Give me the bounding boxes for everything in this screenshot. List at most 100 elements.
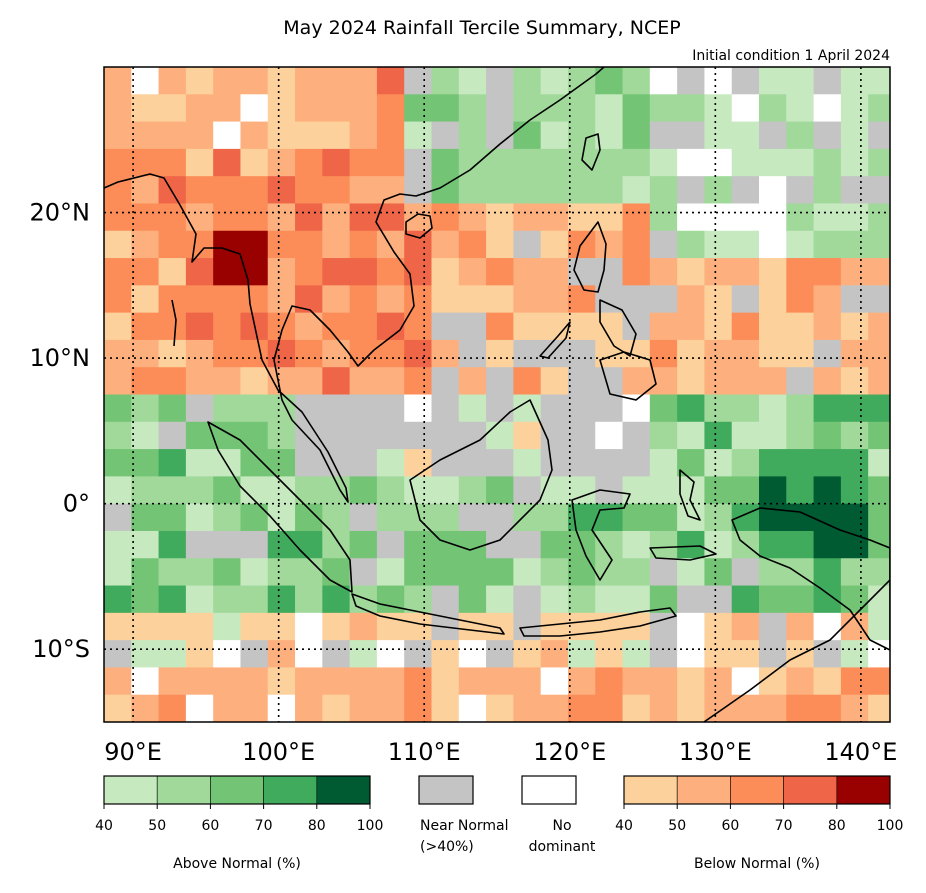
grid-cell	[376, 285, 405, 314]
grid-cell	[431, 121, 460, 150]
grid-cell	[786, 230, 815, 259]
grid-cell	[704, 640, 733, 669]
grid-cell	[185, 339, 214, 368]
grid-cell	[213, 694, 242, 722]
grid-cell	[731, 476, 760, 505]
grid-cell	[267, 530, 296, 559]
colorbar-tick-label: 80	[308, 818, 326, 834]
grid-cell	[240, 285, 269, 314]
grid-cell	[595, 148, 624, 177]
grid-cell	[185, 503, 214, 532]
grid-cell	[404, 530, 433, 559]
grid-cell	[622, 503, 651, 532]
grid-cell	[404, 449, 433, 477]
grid-cell	[513, 67, 542, 95]
grid-cell	[158, 612, 187, 641]
grid-cell	[404, 285, 433, 314]
grid-cell	[240, 367, 269, 396]
grid-cell	[376, 148, 405, 177]
grid-cell	[295, 67, 323, 95]
grid-cell	[295, 667, 323, 696]
grid-cell	[622, 258, 651, 286]
grid-cell	[486, 67, 514, 95]
grid-cell	[295, 394, 323, 423]
grid-cell	[677, 612, 706, 641]
grid-cell	[213, 503, 242, 532]
grid-cell	[349, 94, 378, 123]
grid-cell	[567, 585, 596, 614]
grid-cell	[677, 121, 706, 150]
grid-cell	[868, 640, 890, 669]
grid-cell	[622, 530, 651, 559]
grid-cell	[131, 121, 160, 150]
grid-cell	[295, 585, 323, 614]
grid-cell	[813, 449, 842, 477]
grid-cell	[458, 285, 487, 314]
grid-cell	[840, 121, 869, 150]
grid-cell	[840, 94, 869, 123]
coast-halmahera	[679, 469, 701, 521]
grid-cell	[458, 640, 487, 669]
grid-cell	[840, 367, 869, 396]
grid-cell	[595, 640, 624, 669]
grid-cell	[158, 230, 187, 259]
grid-cell	[649, 640, 678, 669]
legend-nodom-label-2: dominant	[529, 839, 596, 855]
grid-cell	[813, 203, 842, 232]
grid-cell	[813, 339, 842, 368]
grid-cell	[649, 476, 678, 505]
grid-cell	[813, 285, 842, 314]
grid-cell	[649, 94, 678, 123]
grid-cell	[322, 176, 351, 205]
grid-cell	[185, 230, 214, 259]
lat-tick-label: 20°N	[30, 199, 91, 227]
grid-cell	[158, 176, 187, 205]
grid-cell	[704, 312, 733, 341]
grid-cell	[376, 585, 405, 614]
grid-cell	[868, 449, 890, 477]
grid-cell	[185, 94, 214, 123]
grid-cell	[458, 312, 487, 341]
grid-cell	[677, 530, 706, 559]
grid-cell	[267, 258, 296, 286]
grid-cell	[295, 558, 323, 587]
grid-cell	[486, 312, 514, 341]
grid-cell	[704, 612, 733, 641]
grid-cell	[649, 339, 678, 368]
grid-cell	[595, 394, 624, 423]
grid-cell	[104, 94, 132, 123]
grid-cell	[376, 530, 405, 559]
grid-cell	[213, 421, 242, 450]
grid-cell	[431, 203, 460, 232]
grid-cell	[759, 176, 787, 205]
grid-cell	[131, 421, 160, 450]
grid-cell	[786, 367, 815, 396]
grid-cell	[759, 367, 787, 396]
grid-cell	[158, 94, 187, 123]
grid-cell	[868, 667, 890, 696]
grid-cell	[513, 476, 542, 505]
grid-cell	[731, 449, 760, 477]
grid-cell	[813, 148, 842, 177]
coast-seram	[649, 545, 717, 561]
grid-cell	[595, 94, 624, 123]
grid-cell	[813, 694, 842, 722]
grid-cell	[868, 421, 890, 450]
grid-cell	[349, 367, 378, 396]
grid-cell	[295, 694, 323, 722]
coast-new-guinea	[731, 507, 890, 651]
lat-tick-label: 0°	[63, 490, 90, 518]
coast-visayas	[599, 299, 637, 357]
grid-cell	[185, 640, 214, 669]
grid-cell	[622, 449, 651, 477]
grid-cell	[513, 667, 542, 696]
grid-cell	[376, 367, 405, 396]
grid-cell	[786, 339, 815, 368]
grid-cell	[786, 148, 815, 177]
grid-cell	[868, 67, 890, 95]
grid-cell	[540, 148, 569, 177]
grid-cell	[240, 94, 269, 123]
grid-cell	[131, 94, 160, 123]
lat-tick-label: 10°S	[32, 635, 90, 663]
grid-cell	[868, 121, 890, 150]
